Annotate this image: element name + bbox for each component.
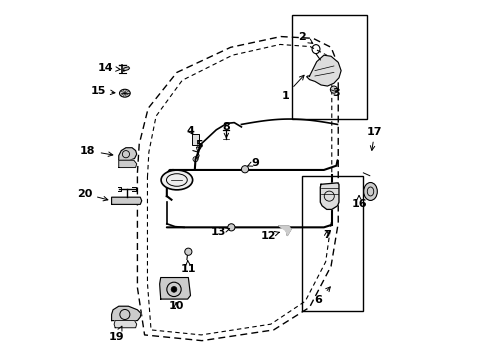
Bar xyxy=(292,15,367,119)
Circle shape xyxy=(185,248,192,255)
Text: 13: 13 xyxy=(210,227,230,237)
Polygon shape xyxy=(114,320,137,328)
Text: 11: 11 xyxy=(181,261,196,274)
Text: 1: 1 xyxy=(281,75,304,101)
Text: 7: 7 xyxy=(323,230,331,239)
Polygon shape xyxy=(160,278,191,299)
Text: 10: 10 xyxy=(169,301,184,311)
Text: 5: 5 xyxy=(196,140,203,153)
Polygon shape xyxy=(307,55,341,86)
Ellipse shape xyxy=(120,89,130,97)
Polygon shape xyxy=(279,226,291,235)
Text: 17: 17 xyxy=(367,127,383,150)
Text: 20: 20 xyxy=(76,189,108,201)
Circle shape xyxy=(228,224,235,231)
Circle shape xyxy=(330,86,338,93)
Text: 8: 8 xyxy=(222,122,230,138)
Text: 2: 2 xyxy=(298,32,313,44)
Text: 15: 15 xyxy=(91,86,115,96)
Text: 14: 14 xyxy=(98,63,120,73)
Polygon shape xyxy=(124,67,129,71)
Polygon shape xyxy=(320,183,339,210)
Text: 4: 4 xyxy=(187,126,195,135)
Polygon shape xyxy=(119,148,137,160)
Text: 16: 16 xyxy=(351,195,367,210)
Text: 3: 3 xyxy=(333,88,340,98)
Text: 18: 18 xyxy=(80,145,113,156)
Ellipse shape xyxy=(161,170,193,190)
Polygon shape xyxy=(112,197,142,204)
Polygon shape xyxy=(112,306,141,320)
Text: 6: 6 xyxy=(315,287,330,305)
Bar xyxy=(302,176,364,311)
Bar xyxy=(192,134,199,145)
Circle shape xyxy=(171,287,177,292)
Polygon shape xyxy=(119,160,137,167)
Ellipse shape xyxy=(364,183,377,201)
Text: 19: 19 xyxy=(109,326,124,342)
Circle shape xyxy=(242,166,248,173)
Text: 12: 12 xyxy=(261,231,279,240)
Text: 9: 9 xyxy=(248,158,259,168)
